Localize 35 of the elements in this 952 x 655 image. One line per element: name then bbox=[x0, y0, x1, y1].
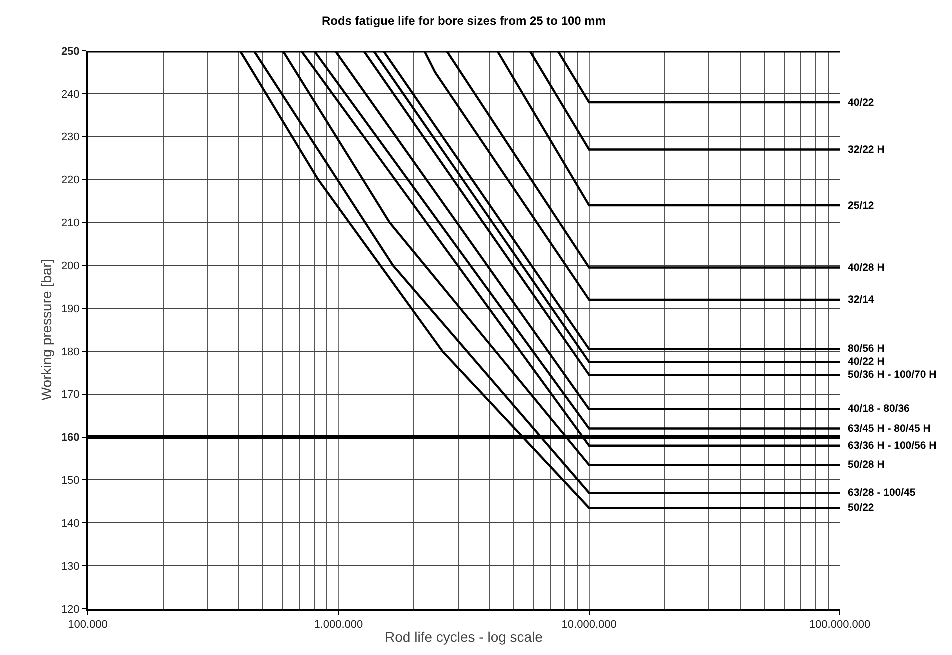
y-tick-label: 190 bbox=[61, 303, 80, 316]
x-tick-label: 100.000.000 bbox=[809, 619, 871, 632]
series-label: 25/12 bbox=[848, 200, 874, 212]
y-tick-label: 210 bbox=[61, 218, 80, 230]
y-tick-label: 130 bbox=[61, 560, 80, 573]
series-label: 63/36 H - 100/56 H bbox=[848, 440, 937, 452]
y-tick-label: 170 bbox=[61, 389, 80, 402]
series-label: 40/28 H bbox=[848, 262, 885, 274]
series-label: 50/22 bbox=[848, 502, 874, 514]
y-tick-label: 200 bbox=[61, 260, 80, 272]
series-label: 40/22 bbox=[848, 97, 874, 109]
y-tick-label: 160 bbox=[61, 432, 80, 444]
y-tick-label: 140 bbox=[61, 518, 80, 530]
x-tick-label: 10.000.000 bbox=[562, 619, 617, 632]
y-tick-label: 220 bbox=[61, 174, 80, 187]
y-tick-label: 250 bbox=[61, 46, 80, 58]
y-tick-label: 240 bbox=[61, 88, 80, 101]
x-tick-label: 1.000.000 bbox=[314, 619, 364, 632]
series-label: 40/18 - 80/36 bbox=[848, 403, 910, 415]
series-label: 63/45 H - 80/45 H bbox=[848, 423, 931, 435]
x-tick-label: 100.000 bbox=[68, 619, 108, 632]
y-tick-label: 150 bbox=[61, 475, 80, 488]
series-label: 50/36 H - 100/70 H bbox=[848, 369, 937, 381]
series-label: 63/28 - 100/45 bbox=[848, 487, 916, 499]
series-label: 40/22 H bbox=[848, 356, 885, 368]
series-label: 32/14 bbox=[848, 294, 874, 306]
x-axis-title: Rod life cycles - log scale bbox=[385, 629, 544, 645]
y-tick-label: 180 bbox=[61, 346, 80, 358]
series-label: 50/28 H bbox=[848, 459, 885, 471]
chart-title: Rods fatigue life for bore sizes from 25 to 100 mm bbox=[322, 14, 606, 28]
series-label: 32/22 H bbox=[848, 144, 885, 156]
y-axis-title: Working pressure [bar] bbox=[38, 259, 55, 401]
series-label: 80/56 H bbox=[848, 343, 885, 355]
y-tick-label: 120 bbox=[61, 604, 80, 616]
y-tick-label: 230 bbox=[61, 132, 80, 144]
